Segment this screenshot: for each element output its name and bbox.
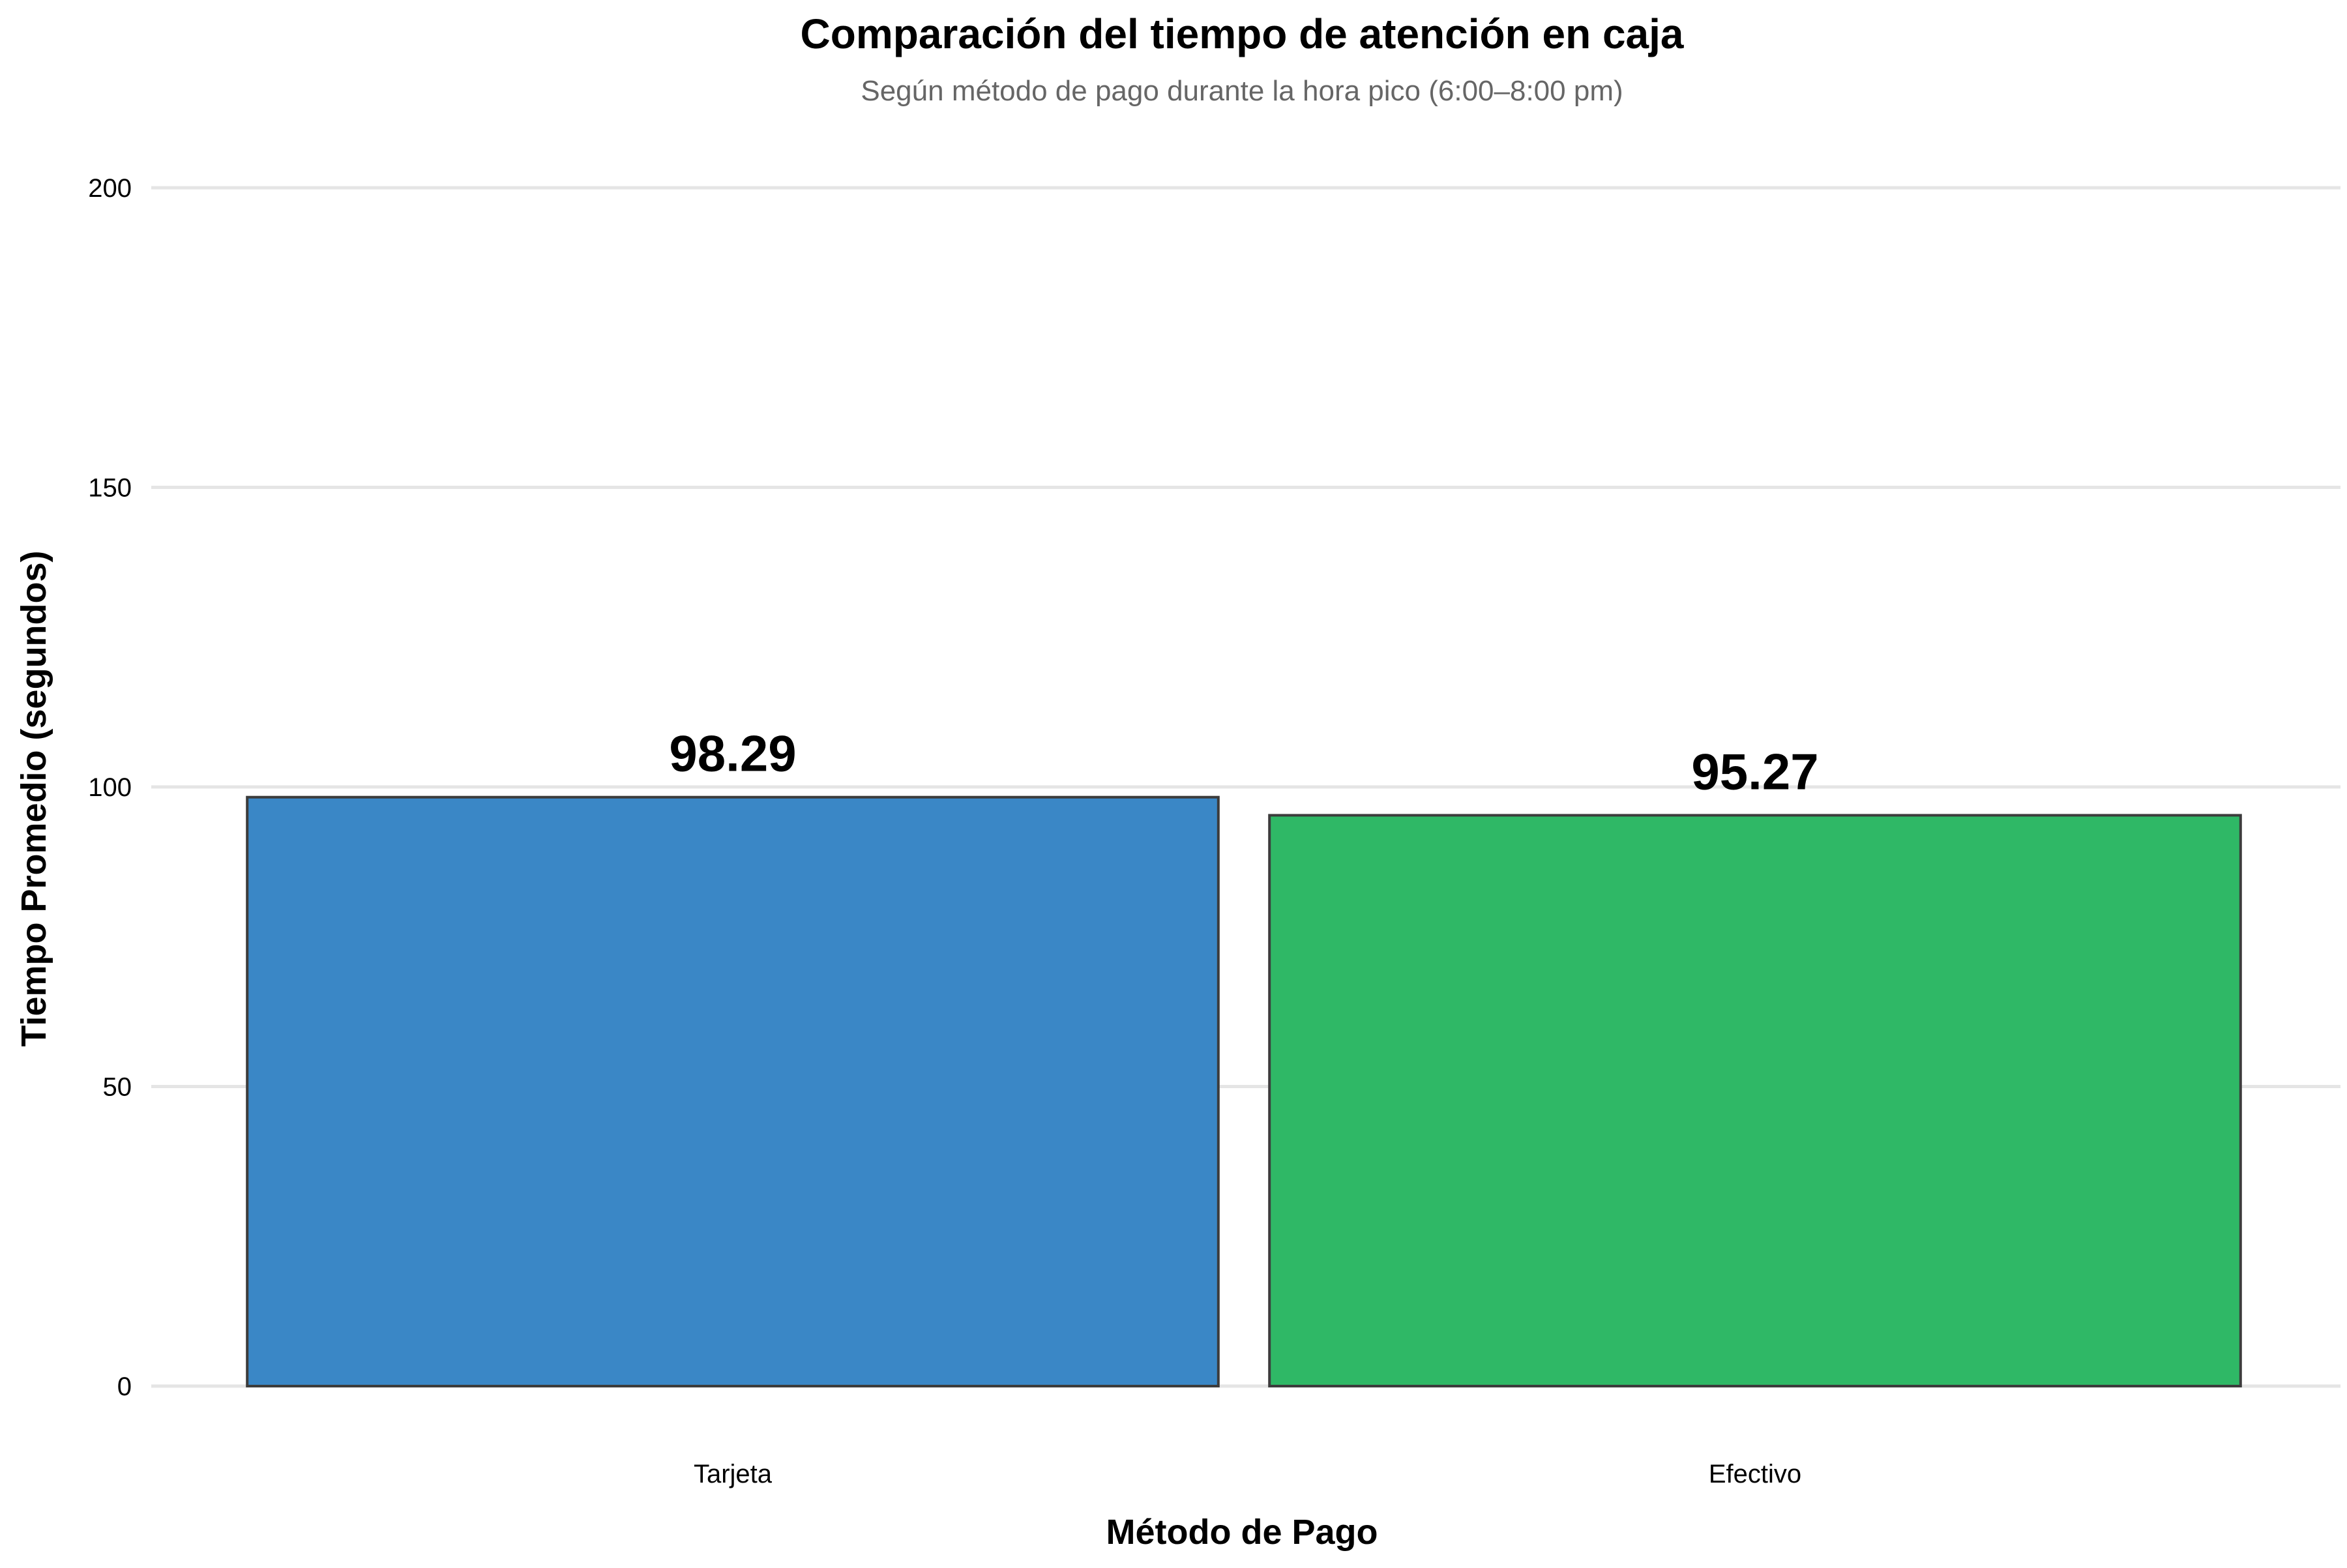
x-tick-label-efectivo: Efectivo xyxy=(1709,1460,1801,1488)
data-labels: 98.29 95.27 xyxy=(669,725,1818,801)
data-label-efectivo: 95.27 xyxy=(1691,743,1818,800)
y-tick-label: 200 xyxy=(88,174,132,203)
y-axis-title: Tiempo Promedio (segundos) xyxy=(14,550,53,1046)
bar-efectivo xyxy=(1268,814,2242,1388)
y-tick-label: 50 xyxy=(103,1073,132,1102)
bars xyxy=(246,795,2242,1388)
chart-title: Comparación del tiempo de atención en ca… xyxy=(801,10,1684,57)
y-tick-label: 0 xyxy=(117,1372,132,1401)
x-axis-ticks: Tarjeta Efectivo xyxy=(694,1460,1801,1488)
data-label-tarjeta: 98.29 xyxy=(669,725,796,782)
x-tick-label-tarjeta: Tarjeta xyxy=(694,1460,773,1488)
x-axis-title: Método de Pago xyxy=(1106,1513,1378,1552)
y-tick-label: 100 xyxy=(88,773,132,802)
chart-subtitle: Según método de pago durante la hora pic… xyxy=(861,75,1623,107)
y-tick-label: 150 xyxy=(88,474,132,503)
y-axis-ticks: 0 50 100 150 200 xyxy=(88,174,132,1401)
bar-tarjeta xyxy=(246,795,1220,1387)
